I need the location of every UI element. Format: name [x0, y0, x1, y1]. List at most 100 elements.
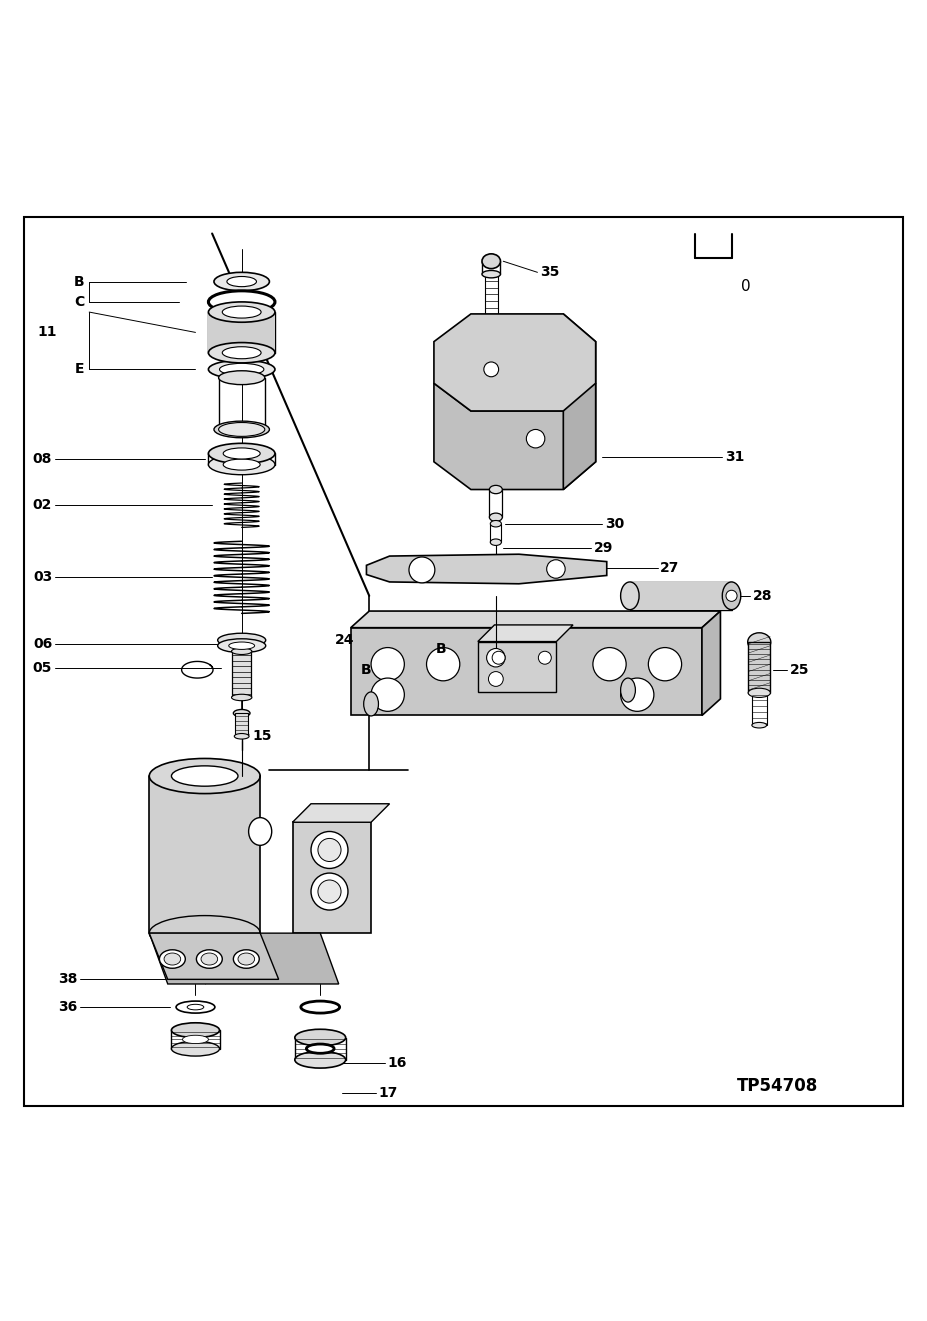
Ellipse shape: [218, 639, 266, 653]
Ellipse shape: [748, 633, 771, 651]
Ellipse shape: [307, 1044, 334, 1053]
Circle shape: [371, 678, 404, 711]
Bar: [293, 822, 371, 933]
Circle shape: [426, 647, 460, 680]
Text: 35: 35: [540, 266, 560, 279]
Text: 06: 06: [33, 637, 52, 651]
Ellipse shape: [209, 303, 275, 322]
Polygon shape: [350, 627, 702, 716]
Ellipse shape: [197, 950, 222, 968]
Polygon shape: [434, 383, 596, 490]
Ellipse shape: [214, 421, 270, 437]
Polygon shape: [149, 775, 260, 933]
Ellipse shape: [295, 1029, 346, 1046]
Ellipse shape: [209, 444, 275, 464]
Circle shape: [492, 651, 505, 664]
Circle shape: [593, 647, 626, 680]
Ellipse shape: [209, 361, 275, 379]
Polygon shape: [293, 803, 389, 822]
Text: 0: 0: [741, 279, 750, 293]
Polygon shape: [149, 933, 338, 984]
Text: TP54708: TP54708: [737, 1077, 819, 1095]
Circle shape: [547, 560, 565, 579]
Text: B: B: [436, 642, 447, 657]
Ellipse shape: [149, 915, 260, 951]
Ellipse shape: [227, 276, 257, 287]
Text: 29: 29: [594, 540, 613, 555]
Ellipse shape: [171, 766, 238, 786]
Polygon shape: [149, 933, 279, 979]
Ellipse shape: [214, 272, 270, 291]
Ellipse shape: [311, 831, 348, 868]
Ellipse shape: [234, 709, 250, 717]
Polygon shape: [350, 612, 720, 627]
Polygon shape: [366, 555, 607, 584]
Ellipse shape: [722, 583, 741, 610]
Text: 27: 27: [660, 561, 679, 575]
Ellipse shape: [219, 371, 265, 384]
Ellipse shape: [171, 1041, 220, 1055]
Ellipse shape: [232, 649, 252, 654]
Ellipse shape: [229, 642, 255, 650]
Text: 31: 31: [725, 450, 744, 464]
Text: 38: 38: [57, 972, 77, 987]
Text: B: B: [74, 275, 84, 288]
Ellipse shape: [220, 363, 264, 375]
Ellipse shape: [209, 454, 275, 474]
Circle shape: [409, 557, 435, 583]
Ellipse shape: [232, 695, 252, 700]
Ellipse shape: [176, 1001, 215, 1013]
Polygon shape: [209, 312, 275, 353]
Text: 25: 25: [790, 663, 809, 676]
Text: 30: 30: [605, 517, 624, 531]
Ellipse shape: [236, 716, 248, 721]
Ellipse shape: [223, 458, 260, 470]
Ellipse shape: [222, 306, 261, 318]
Text: 05: 05: [32, 660, 52, 675]
Polygon shape: [629, 583, 731, 610]
Text: 02: 02: [32, 498, 52, 513]
Text: 11: 11: [37, 325, 57, 339]
Ellipse shape: [209, 291, 275, 313]
Ellipse shape: [490, 520, 502, 527]
Bar: [748, 642, 770, 692]
Ellipse shape: [620, 583, 639, 610]
Text: 16: 16: [387, 1055, 407, 1070]
Ellipse shape: [223, 448, 260, 458]
Ellipse shape: [222, 346, 261, 359]
Polygon shape: [702, 612, 720, 716]
Ellipse shape: [219, 423, 265, 436]
Circle shape: [484, 362, 499, 376]
Circle shape: [489, 671, 503, 687]
Circle shape: [648, 647, 681, 680]
Ellipse shape: [234, 950, 260, 968]
Ellipse shape: [159, 950, 185, 968]
Text: 15: 15: [253, 729, 273, 744]
Ellipse shape: [235, 733, 249, 738]
Ellipse shape: [318, 839, 341, 861]
Polygon shape: [477, 642, 556, 692]
Ellipse shape: [489, 513, 502, 522]
Polygon shape: [564, 314, 596, 490]
Ellipse shape: [363, 692, 378, 716]
Bar: [233, 651, 251, 697]
Text: 17: 17: [378, 1086, 398, 1100]
Circle shape: [620, 678, 654, 711]
Ellipse shape: [218, 633, 266, 647]
Text: C: C: [74, 295, 84, 309]
Ellipse shape: [482, 271, 501, 277]
Text: 08: 08: [32, 452, 52, 466]
Polygon shape: [477, 625, 573, 642]
Ellipse shape: [238, 952, 255, 966]
Ellipse shape: [482, 254, 501, 268]
Ellipse shape: [620, 678, 635, 701]
Circle shape: [539, 651, 552, 664]
Circle shape: [371, 647, 404, 680]
Ellipse shape: [752, 723, 767, 728]
Circle shape: [527, 429, 545, 448]
Ellipse shape: [489, 485, 502, 494]
Ellipse shape: [164, 952, 181, 966]
Ellipse shape: [311, 873, 348, 910]
Circle shape: [487, 649, 505, 667]
Ellipse shape: [201, 952, 218, 966]
